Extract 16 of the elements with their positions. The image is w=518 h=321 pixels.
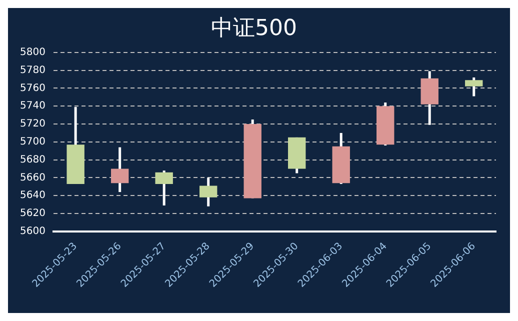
candlestick [155,169,173,207]
y-tick-label: 5720 [20,118,46,130]
y-tick-label: 5600 [20,226,46,238]
y-tick-label: 5680 [20,154,46,166]
chart-title: 中证500 [211,16,297,41]
candlestick [199,176,218,208]
y-tick-label: 5740 [20,100,46,112]
y-tick-label: 5700 [20,136,46,148]
y-tick-label: 5620 [20,208,46,220]
y-tick-label: 5760 [20,82,46,94]
candlestick [110,146,129,194]
y-tick-label: 5780 [20,64,46,76]
y-tick-label: 5800 [20,46,46,58]
candlestick [465,76,483,98]
y-tick-label: 5640 [20,190,46,202]
y-tick-label: 5660 [20,172,46,184]
